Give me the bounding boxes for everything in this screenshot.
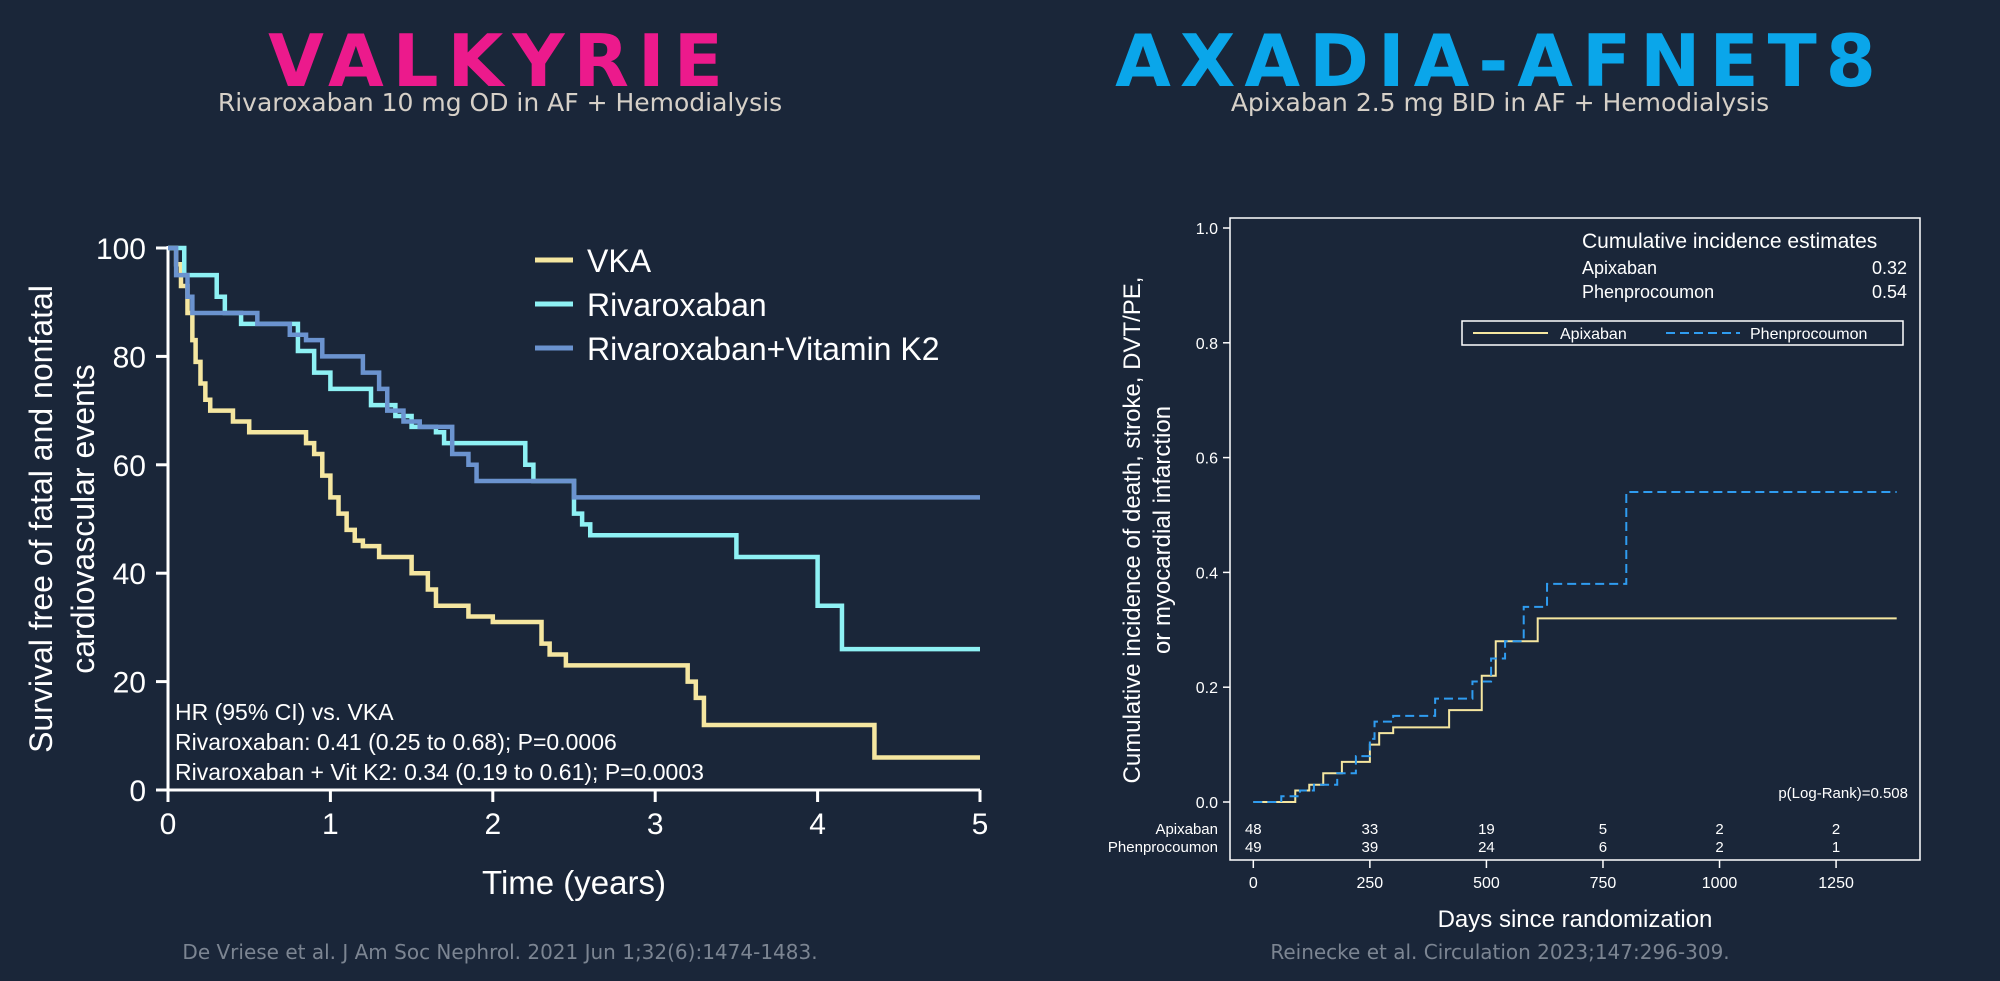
x-tick-label: 0	[160, 808, 177, 841]
at-risk-value: 49	[1245, 839, 1262, 856]
y-tick-label: 40	[113, 558, 146, 591]
estimate-value: 0.32	[1872, 258, 1907, 278]
y-tick-label: 1.0	[1196, 221, 1218, 238]
y-tick-label: 100	[96, 233, 146, 266]
estimate-label: Phenprocoumon	[1582, 282, 1714, 302]
valkyrie-subtitle: Rivaroxaban 10 mg OD in AF + Hemodialysi…	[217, 88, 783, 117]
p-value-annotation: p(Log-Rank)=0.508	[1778, 785, 1908, 802]
at-risk-value: 6	[1599, 839, 1607, 856]
x-tick-label: 1250	[1818, 875, 1854, 892]
y-tick-label: 0.2	[1196, 680, 1218, 697]
y-axis-label: Survival free of fatal and nonfatal cardi…	[23, 285, 101, 753]
y-axis-label-line: or myocardial infarction	[1149, 406, 1176, 654]
axadia-citation: Reinecke et al. Circulation 2023;147:296…	[1270, 940, 1730, 964]
series-line	[168, 245, 980, 760]
y-axis-label: Cumulative incidence of death, stroke, D…	[1119, 277, 1176, 784]
at-risk-value: 39	[1362, 839, 1379, 856]
x-tick-label: 3	[647, 808, 664, 841]
at-risk-value: 19	[1478, 821, 1495, 838]
at-risk-value: 2	[1715, 821, 1723, 838]
hazard-ratio-annotation: Rivaroxaban + Vit K2: 0.34 (0.19 to 0.61…	[175, 759, 704, 785]
estimates-title: Cumulative incidence estimates	[1582, 230, 1877, 253]
y-tick-label: 0.6	[1196, 451, 1218, 468]
y-tick-label: 0.4	[1196, 565, 1218, 582]
x-tick-label: 1000	[1702, 875, 1738, 892]
legend-label: Phenprocoumon	[1750, 326, 1867, 343]
at-risk-label: Phenprocoumon	[1108, 839, 1218, 856]
legend-label: VKA	[587, 243, 652, 279]
legend-label: Rivaroxaban	[587, 287, 767, 323]
y-tick-label: 0	[129, 775, 146, 808]
valkyrie-title: VALKYRIE	[268, 19, 732, 103]
x-tick-label: 4	[809, 808, 826, 841]
valkyrie-chart: 0 1 2 3 4 5 0 20 40 60 80 100 Time (years) Survival f…	[23, 233, 989, 901]
plot-frame	[1229, 217, 1921, 861]
at-risk-value: 2	[1715, 839, 1723, 856]
at-risk-value: 24	[1478, 839, 1495, 856]
legend-label: Apixaban	[1560, 326, 1627, 343]
valkyrie-citation: De Vriese et al. J Am Soc Nephrol. 2021 …	[182, 940, 818, 964]
at-risk-value: 2	[1832, 821, 1840, 838]
at-risk-value: 48	[1245, 821, 1262, 838]
y-tick-label: 20	[113, 667, 146, 700]
at-risk-value: 5	[1599, 821, 1607, 838]
y-tick-label: 60	[113, 450, 146, 483]
x-tick-label: 2	[484, 808, 501, 841]
x-tick-label: 1	[322, 808, 339, 841]
hazard-ratio-annotation: Rivaroxaban: 0.41 (0.25 to 0.68); P=0.00…	[175, 729, 617, 755]
y-axis-label-line: Survival free of fatal and nonfatal	[23, 285, 59, 753]
x-tick-label: 750	[1590, 875, 1617, 892]
axadia-subtitle: Apixaban 2.5 mg BID in AF + Hemodialysis	[1230, 88, 1770, 117]
y-tick-label: 80	[113, 341, 146, 374]
x-tick-label: 5	[972, 808, 989, 841]
x-tick-label: 0	[1249, 875, 1258, 892]
x-axis-label: Time (years)	[482, 864, 666, 901]
at-risk-value: 1	[1832, 839, 1840, 856]
series-line	[1253, 491, 1897, 803]
y-tick-label: 0.8	[1196, 336, 1218, 353]
y-tick-label: 0.0	[1196, 795, 1218, 812]
series-line	[1253, 617, 1897, 803]
x-tick-label: 250	[1357, 875, 1384, 892]
estimate-value: 0.54	[1872, 282, 1907, 302]
series-line	[168, 245, 980, 500]
legend-box	[1461, 320, 1904, 346]
axadia-title: AXADIA-AFNET8	[1115, 19, 1885, 103]
y-axis-label-line: Cumulative incidence of death, stroke, D…	[1119, 277, 1146, 784]
at-risk-label: Apixaban	[1155, 821, 1218, 838]
axadia-chart: 0.0 0.2 0.4 0.6 0.8 1.0 0 250 500 750 1000 1250 Days…	[1108, 217, 1921, 933]
y-axis-label-line: cardiovascular events	[65, 364, 101, 673]
at-risk-value: 33	[1362, 821, 1379, 838]
x-tick-label: 500	[1473, 875, 1500, 892]
estimate-label: Apixaban	[1582, 258, 1657, 278]
legend-label: Rivaroxaban+Vitamin K2	[587, 331, 940, 367]
x-axis-label: Days since randomization	[1438, 906, 1713, 933]
hazard-ratio-annotation: HR (95% CI) vs. VKA	[175, 699, 394, 725]
